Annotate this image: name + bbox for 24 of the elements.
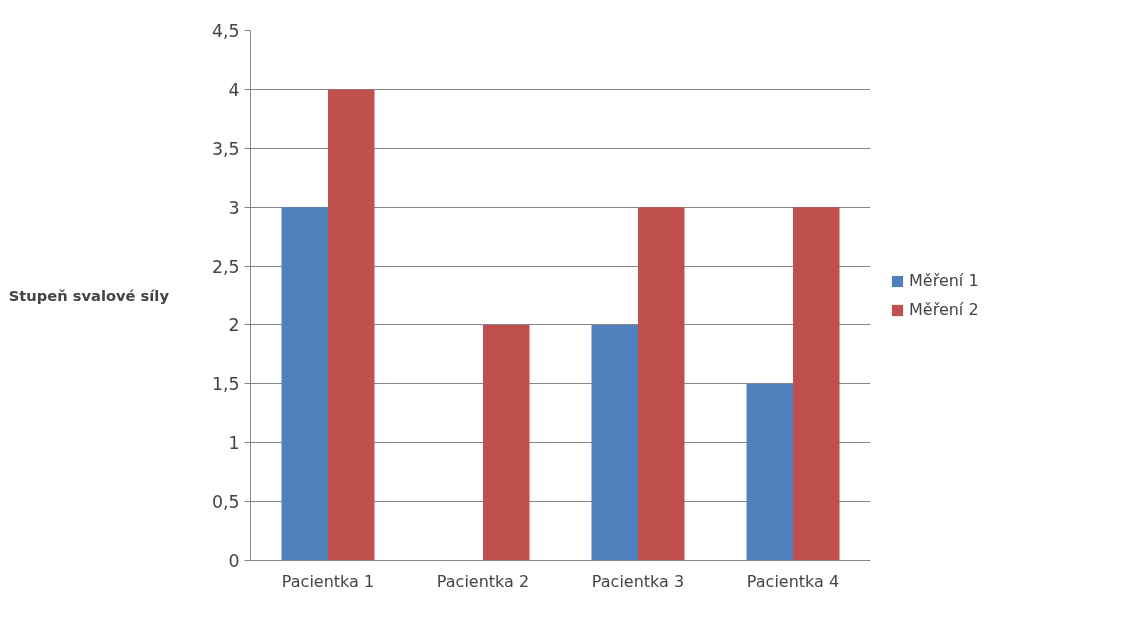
bar [483, 324, 530, 561]
x-tick-label: Pacientka 2 [436, 571, 530, 591]
bar [281, 207, 328, 561]
y-tick-label: 4 [228, 79, 240, 100]
y-tick-label: 0 [228, 551, 240, 571]
y-tick-label: 0,5 [211, 492, 240, 513]
bar [638, 207, 685, 561]
legend-label: Měření 1 [909, 271, 979, 290]
bar [591, 324, 638, 561]
bar [746, 383, 793, 561]
y-tick-label: 1 [228, 433, 240, 454]
x-tick-label: Pacientka 1 [281, 571, 375, 591]
x-tick-label: Pacientka 4 [746, 571, 840, 591]
y-tick-label: 3 [228, 197, 240, 218]
y-tick-label: 2,5 [211, 256, 240, 277]
y-tick-label: 3,5 [211, 138, 240, 159]
y-axis-title: Stupeň svalové síly [8, 287, 170, 304]
legend-label: Měření 2 [909, 300, 979, 319]
y-tick-label: 1,5 [211, 374, 240, 395]
y-tick-label: 4,5 [211, 21, 240, 41]
x-tick-label: Pacientka 3 [591, 571, 685, 591]
bar [328, 89, 375, 561]
bar [793, 207, 840, 561]
y-tick-label: 2 [228, 315, 240, 336]
